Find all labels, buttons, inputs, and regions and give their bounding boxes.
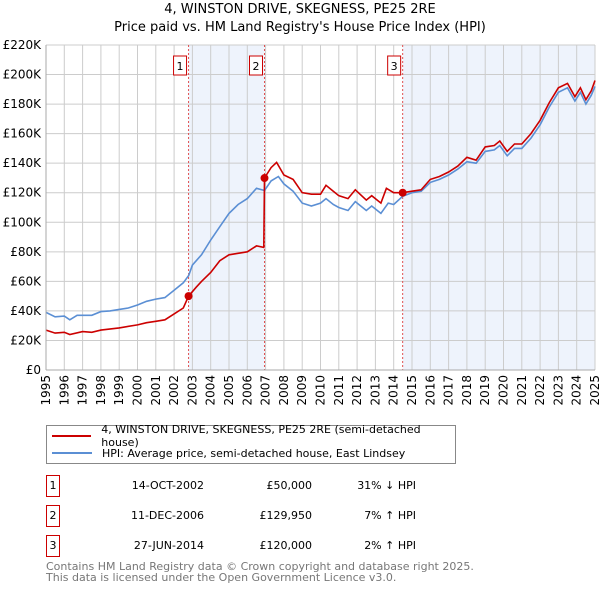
x-tick-label: 2019	[478, 375, 492, 406]
x-tick-label: 2001	[149, 375, 163, 406]
sale-price: £50,000	[266, 479, 313, 492]
x-tick-label: 2011	[332, 375, 346, 406]
x-tick-label: 2022	[533, 375, 547, 406]
x-tick-label: 2008	[277, 375, 291, 406]
chart-subtitle: Price paid vs. HM Land Registry's House …	[114, 20, 486, 35]
sale-marker-box	[387, 55, 402, 76]
x-tick-label: 2016	[423, 375, 437, 406]
y-tick-label: £20K	[10, 333, 42, 347]
sale-point	[184, 292, 193, 301]
legend: 4, WINSTON DRIVE, SKEGNESS, PE25 2RE (se…	[46, 423, 456, 464]
sale-hpi-diff: 2% ↑ HPI	[364, 539, 416, 552]
x-tick-label: 2009	[295, 375, 309, 406]
sale-marker-label: 2	[253, 60, 260, 73]
sale-row: 3 27-JUN-2014 £120,000 2% ↑ HPI	[46, 535, 446, 557]
x-tick-label: 2003	[185, 375, 199, 406]
sale-point	[398, 188, 407, 197]
y-tick-label: £120K	[3, 186, 43, 200]
sale-point	[260, 174, 269, 183]
x-tick-label: 2000	[131, 375, 145, 406]
x-tick-label: 2007	[259, 375, 273, 406]
sale-hpi-diff: 31% ↓ HPI	[357, 479, 416, 492]
shaded-period	[402, 45, 595, 370]
sale-price: £129,950	[259, 509, 313, 522]
footer-licence: This data is licensed under the Open Gov…	[46, 571, 397, 584]
sale-row: 2 11-DEC-2006 £129,950 7% ↑ HPI	[46, 505, 446, 527]
y-tick-label: £160K	[3, 127, 43, 141]
legend-label-hpi: HPI: Average price, semi-detached house,…	[102, 446, 406, 460]
y-tick-label: £140K	[3, 156, 43, 170]
x-tick-label: 2025	[588, 375, 600, 406]
x-tick-label: 2005	[222, 375, 236, 406]
sale-marker-label: 2	[46, 505, 60, 527]
x-tick-label: 2021	[515, 375, 529, 406]
x-tick-label: 1996	[57, 375, 71, 406]
footer-copyright: Contains HM Land Registry data © Crown c…	[46, 560, 474, 573]
y-tick-label: £60K	[10, 274, 42, 288]
x-tick-label: 2015	[405, 375, 419, 406]
legend-swatch-hpi	[52, 452, 92, 454]
x-tick-label: 2014	[387, 375, 401, 406]
x-tick-label: 2020	[497, 375, 511, 406]
x-tick-label: 2010	[314, 375, 328, 406]
y-tick-label: £80K	[10, 245, 42, 259]
sale-date: 14-OCT-2002	[131, 479, 204, 492]
x-tick-label: 1999	[112, 375, 126, 406]
x-tick-label: 1997	[76, 375, 90, 406]
sale-marker-label: 1	[177, 60, 184, 73]
x-tick-label: 2013	[368, 375, 382, 406]
y-tick-label: £100K	[3, 215, 43, 229]
sale-marker-box	[173, 55, 188, 76]
y-tick-label: £40K	[10, 304, 42, 318]
x-tick-label: 1995	[39, 375, 53, 406]
chart-title: 4, WINSTON DRIVE, SKEGNESS, PE25 2RE	[164, 2, 436, 17]
sale-date: 27-JUN-2014	[133, 539, 204, 552]
x-tick-label: 2018	[460, 375, 474, 406]
price-paid-line	[45, 80, 596, 336]
x-tick-label: 2012	[350, 375, 364, 406]
sale-marker-label: 3	[46, 535, 60, 557]
sale-marker-label: 1	[46, 475, 60, 497]
hpi-line	[45, 86, 596, 321]
x-tick-label: 2024	[570, 375, 584, 406]
x-tick-label: 2006	[240, 375, 254, 406]
sale-price: £120,000	[259, 539, 313, 552]
y-tick-label: £200K	[3, 68, 43, 82]
y-tick-label: £220K	[3, 38, 43, 52]
legend-label-property: 4, WINSTON DRIVE, SKEGNESS, PE25 2RE (se…	[101, 423, 421, 449]
x-tick-label: 2023	[551, 375, 565, 406]
x-tick-label: 2004	[204, 375, 218, 406]
y-tick-label: £0	[26, 363, 41, 377]
sale-row: 1 14-OCT-2002 £50,000 31% ↓ HPI	[46, 475, 446, 497]
x-tick-label: 1998	[94, 375, 108, 406]
legend-swatch-property	[52, 435, 92, 437]
x-tick-label: 2002	[167, 375, 181, 406]
sale-marker-label: 3	[391, 60, 398, 73]
shaded-period	[188, 45, 265, 370]
sale-hpi-diff: 7% ↑ HPI	[364, 509, 416, 522]
sale-marker-box	[249, 55, 264, 76]
x-tick-label: 2017	[442, 375, 456, 406]
sale-date: 11-DEC-2006	[130, 509, 204, 522]
line-chart: £0 £20K £40K £60K £80K £100K £120K £140K £160K £1…	[3, 38, 600, 406]
y-tick-label: £180K	[3, 97, 43, 111]
